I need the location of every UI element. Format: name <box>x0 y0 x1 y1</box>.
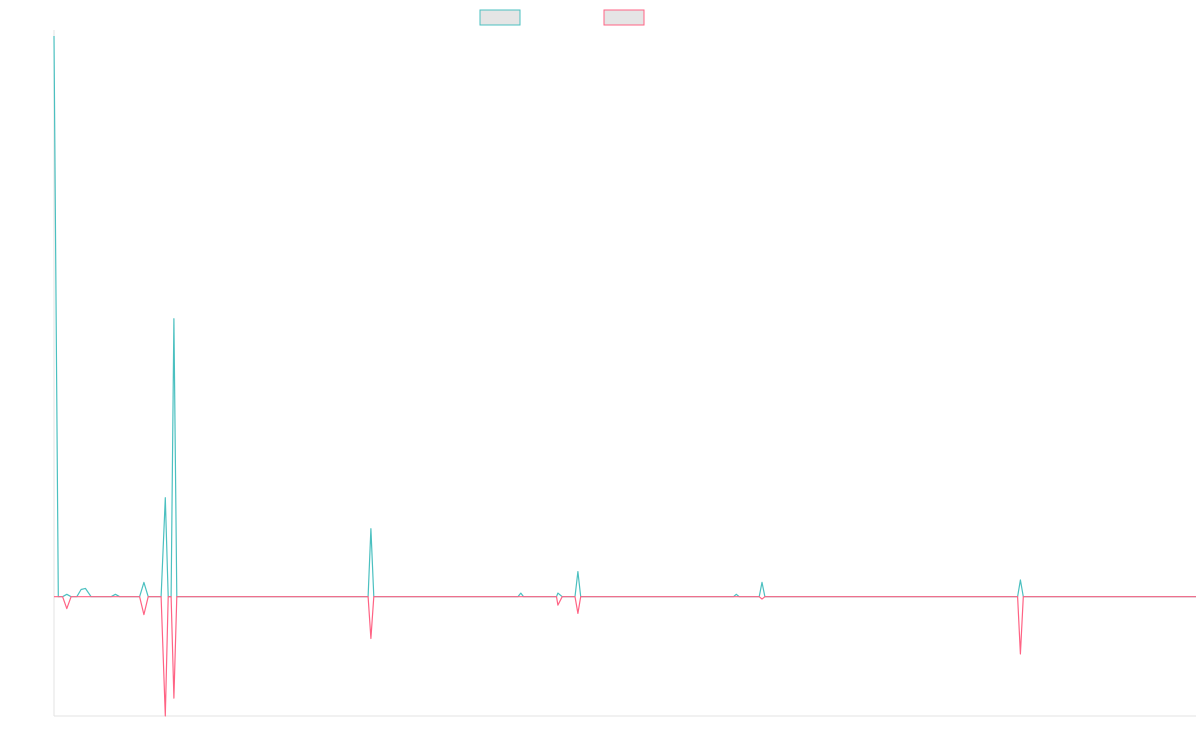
data-point[interactable] <box>164 496 167 499</box>
data-point[interactable] <box>556 604 559 607</box>
legend <box>479 9 645 26</box>
data-point[interactable] <box>576 570 579 573</box>
data-point[interactable] <box>80 588 83 591</box>
data-point[interactable] <box>1019 579 1022 582</box>
data-point[interactable] <box>53 35 56 38</box>
data-point[interactable] <box>1019 653 1022 656</box>
data-point[interactable] <box>369 527 372 530</box>
data-point[interactable] <box>761 581 764 584</box>
data-point[interactable] <box>556 592 559 595</box>
data-point[interactable] <box>735 593 738 596</box>
data-point[interactable] <box>84 587 87 590</box>
series-line-1 <box>53 35 1196 598</box>
data-point[interactable] <box>142 581 145 584</box>
data-point[interactable] <box>142 613 145 616</box>
data-point[interactable] <box>369 637 372 640</box>
data-point[interactable] <box>172 317 175 320</box>
chart-axes <box>53 30 1196 717</box>
data-point[interactable] <box>761 598 764 601</box>
legend-swatch-1[interactable] <box>479 9 521 26</box>
data-point[interactable] <box>519 592 522 595</box>
legend-swatch-2[interactable] <box>603 9 645 26</box>
series-layer <box>53 35 1196 718</box>
data-point[interactable] <box>164 715 167 718</box>
series-line-2 <box>54 596 1196 717</box>
data-point[interactable] <box>172 697 175 700</box>
data-point[interactable] <box>65 607 68 610</box>
data-point[interactable] <box>576 612 579 615</box>
data-point[interactable] <box>114 593 117 596</box>
data-point[interactable] <box>65 593 68 596</box>
